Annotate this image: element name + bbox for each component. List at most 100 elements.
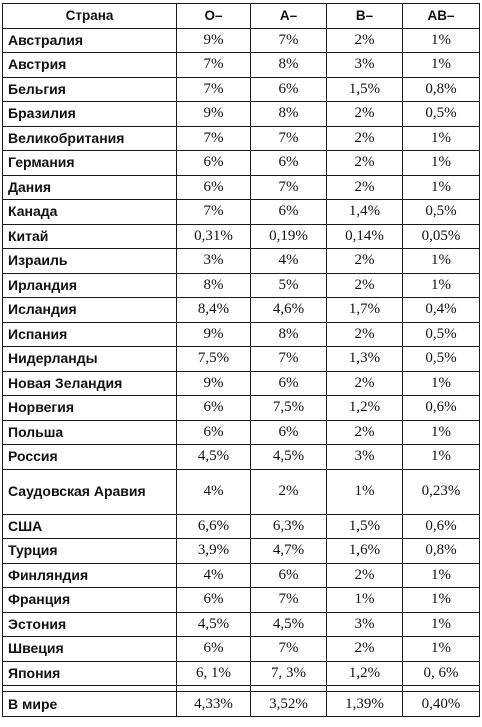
country-cell: Саудовская Аравия	[2, 468, 177, 515]
country-cell: Польша	[2, 419, 177, 445]
value-cell-ab: 1%	[402, 611, 480, 637]
value-cell-o: 9%	[176, 370, 251, 396]
table-row: Австралия 9% 7% 2% 1%	[2, 27, 480, 53]
value-cell-b: 1,2%	[326, 395, 403, 421]
value-cell-o: 7%	[176, 125, 251, 151]
table-body: Австралия 9% 7% 2% 1% Австрия 7% 8% 3% 1% Бельгия 7…	[2, 27, 480, 717]
country-cell: Норвегия	[2, 395, 177, 421]
blood-type-table-page: Страна O– A– B– AB– Австралия 9% 7% 2% 1% Авс…	[2, 3, 480, 717]
value-cell-b: 1%	[326, 468, 403, 515]
value-cell-o: 6, 1%	[176, 660, 251, 686]
country-cell: Китай	[2, 223, 177, 249]
value-cell-b: 1,7%	[326, 297, 403, 323]
table-row: Великобритания 7% 7% 2% 1%	[2, 125, 480, 151]
value-cell-a: 7%	[250, 587, 327, 613]
value-cell-a: 4%	[250, 248, 327, 274]
country-cell: Бельгия	[2, 76, 177, 102]
world-total-row: В мире 4,33% 3,52% 1,39% 0,40%	[2, 691, 480, 717]
value-cell-b: 0,14%	[326, 223, 403, 249]
country-cell: Испания	[2, 321, 177, 347]
value-cell-ab: 1%	[402, 52, 480, 78]
country-cell: Япония	[2, 660, 177, 686]
value-cell-ab: 1%	[402, 174, 480, 200]
value-cell-o: 6%	[176, 587, 251, 613]
country-cell: США	[2, 513, 177, 539]
country-cell: Бразилия	[2, 101, 177, 127]
table-row: Ирландия 8% 5% 2% 1%	[2, 272, 480, 298]
country-cell: Австрия	[2, 52, 177, 78]
value-cell-o: 9%	[176, 101, 251, 127]
value-cell-b: 1,5%	[326, 513, 403, 539]
value-cell-ab: 0, 6%	[402, 660, 480, 686]
country-cell: Новая Зеландия	[2, 370, 177, 396]
value-cell-o: 6%	[176, 395, 251, 421]
value-cell-o: 4%	[176, 468, 251, 515]
header-o-negative: O–	[176, 3, 251, 29]
value-cell-a: 3,52%	[250, 691, 327, 717]
country-cell: Швеция	[2, 636, 177, 662]
value-cell-ab: 0,40%	[402, 691, 480, 717]
blood-type-table: Страна O– A– B– AB– Австралия 9% 7% 2% 1% Авс…	[2, 3, 480, 717]
value-cell-ab: 1%	[402, 419, 480, 445]
value-cell-o: 9%	[176, 27, 251, 53]
value-cell-ab: 0,05%	[402, 223, 480, 249]
value-cell-o: 7%	[176, 52, 251, 78]
value-cell-ab: 1%	[402, 444, 480, 470]
value-cell-ab: 0,5%	[402, 321, 480, 347]
value-cell-a: 4,7%	[250, 538, 327, 564]
value-cell-a: 6%	[250, 199, 327, 225]
value-cell-o: 7%	[176, 76, 251, 102]
value-cell-ab: 1%	[402, 370, 480, 396]
table-row: Испания 9% 8% 2% 0,5%	[2, 321, 480, 347]
value-cell-ab: 1%	[402, 27, 480, 53]
value-cell-a: 4,6%	[250, 297, 327, 323]
country-cell: Великобритания	[2, 125, 177, 151]
table-row: Польша 6% 6% 2% 1%	[2, 419, 480, 445]
value-cell-o: 8,4%	[176, 297, 251, 323]
table-row: Исландия 8,4% 4,6% 1,7% 0,4%	[2, 297, 480, 323]
value-cell-b: 1,3%	[326, 346, 403, 372]
country-cell: Франция	[2, 587, 177, 613]
value-cell-b: 2%	[326, 636, 403, 662]
table-row: Бразилия 9% 8% 2% 0,5%	[2, 101, 480, 127]
value-cell-a: 4,5%	[250, 611, 327, 637]
table-row: Турция 3,9% 4,7% 1,6% 0,8%	[2, 538, 480, 564]
value-cell-ab: 1%	[402, 125, 480, 151]
value-cell-o: 6,6%	[176, 513, 251, 539]
value-cell-b: 2%	[326, 27, 403, 53]
value-cell-ab: 0,5%	[402, 346, 480, 372]
value-cell-b: 3%	[326, 444, 403, 470]
value-cell-b: 2%	[326, 150, 403, 176]
value-cell-a: 5%	[250, 272, 327, 298]
country-cell: Эстония	[2, 611, 177, 637]
value-cell-b: 2%	[326, 248, 403, 274]
value-cell-o: 6%	[176, 636, 251, 662]
table-row: Франция 6% 7% 1% 1%	[2, 587, 480, 613]
table-row: Израиль 3% 4% 2% 1%	[2, 248, 480, 274]
table-row: Дания 6% 7% 2% 1%	[2, 174, 480, 200]
value-cell-b: 2%	[326, 101, 403, 127]
value-cell-b: 2%	[326, 125, 403, 151]
value-cell-a: 6%	[250, 419, 327, 445]
value-cell-o: 3,9%	[176, 538, 251, 564]
value-cell-ab: 0,6%	[402, 395, 480, 421]
value-cell-a: 8%	[250, 321, 327, 347]
value-cell-o: 7%	[176, 199, 251, 225]
value-cell-b: 2%	[326, 321, 403, 347]
value-cell-ab: 1%	[402, 636, 480, 662]
header-country: Страна	[2, 3, 177, 29]
value-cell-ab: 0,4%	[402, 297, 480, 323]
table-row: Швеция 6% 7% 2% 1%	[2, 636, 480, 662]
value-cell-b: 2%	[326, 174, 403, 200]
value-cell-o: 4,5%	[176, 611, 251, 637]
table-row: Норвегия 6% 7,5% 1,2% 0,6%	[2, 395, 480, 421]
value-cell-ab: 1%	[402, 587, 480, 613]
value-cell-ab: 0,8%	[402, 76, 480, 102]
value-cell-o: 3%	[176, 248, 251, 274]
value-cell-b: 2%	[326, 419, 403, 445]
table-row: Германия 6% 6% 2% 1%	[2, 150, 480, 176]
value-cell-a: 7%	[250, 125, 327, 151]
value-cell-o: 9%	[176, 321, 251, 347]
table-row: Россия 4,5% 4,5% 3% 1%	[2, 444, 480, 470]
value-cell-b: 2%	[326, 562, 403, 588]
